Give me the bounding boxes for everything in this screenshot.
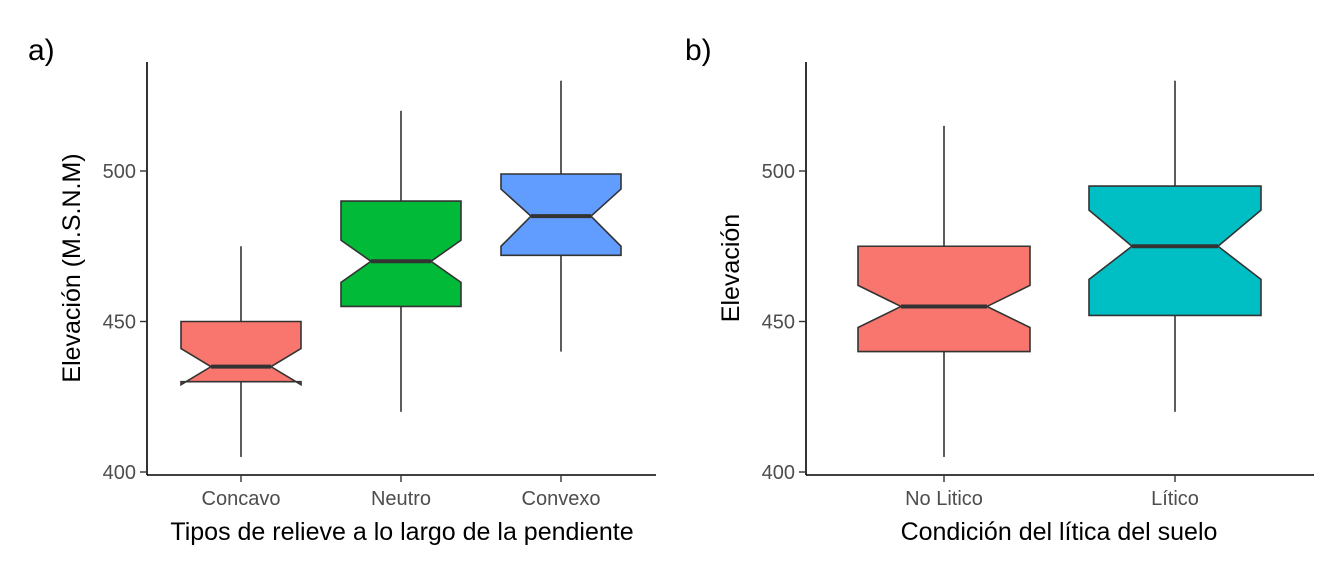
panel-b-y-tick-label-450: 450 [762, 312, 795, 334]
panel-a-box-2 [500, 80, 622, 352]
panel-a-box-0 [180, 246, 302, 457]
panel-a-y-tick-label-450: 450 [103, 312, 136, 334]
panel-b-tag: b) [685, 34, 712, 67]
panel-b: b) 400 450 500 No Litico Lítico Condición d… [685, 34, 1314, 546]
panel-a-y-tick-label-500: 500 [103, 161, 136, 183]
panel-a-y-tick-label-400: 400 [103, 462, 136, 484]
panel-b-box-1-body [1088, 185, 1262, 317]
panel-a: a) 400 450 500 Concavo Neutro Convexo Tipos … [28, 34, 656, 546]
panel-a-x-axis-title: Tipos de relieve a lo largo de la pendie… [170, 518, 633, 546]
panel-b-box-0 [857, 125, 1031, 457]
panel-b-x-axis-title: Condición del lítica del suelo [901, 518, 1218, 546]
panel-a-tag: a) [28, 34, 55, 67]
panel-a-x-tick-label-2: Convexo [522, 488, 601, 510]
panel-a-y-ticks: 400 450 500 [103, 161, 147, 484]
panel-b-box-0-body [857, 245, 1031, 353]
panel-a-box-1 [340, 110, 462, 412]
panel-a-boxes [180, 80, 622, 457]
panel-b-y-ticks: 400 450 500 [762, 161, 806, 484]
panel-a-y-axis-title: Elevación (M.S.N.M) [58, 153, 86, 382]
panel-b-y-axis-title: Elevación [717, 214, 745, 322]
panel-a-x-tick-label-0: Concavo [202, 488, 281, 510]
panel-b-x-tick-label-0: No Litico [905, 488, 983, 510]
panel-a-x-tick-label-1: Neutro [371, 488, 431, 510]
panel-a-box-0-body [180, 320, 302, 387]
panel-a-box-1-body [340, 200, 462, 308]
panel-b-y-tick-label-500: 500 [762, 161, 795, 183]
panel-b-x-tick-label-1: Lítico [1151, 488, 1199, 510]
panel-b-x-ticks: No Litico Lítico [905, 475, 1199, 510]
panel-b-box-1 [1088, 80, 1262, 412]
panel-a-x-ticks: Concavo Neutro Convexo [202, 475, 601, 510]
panel-b-y-tick-label-400: 400 [762, 462, 795, 484]
panel-b-boxes [857, 80, 1262, 457]
